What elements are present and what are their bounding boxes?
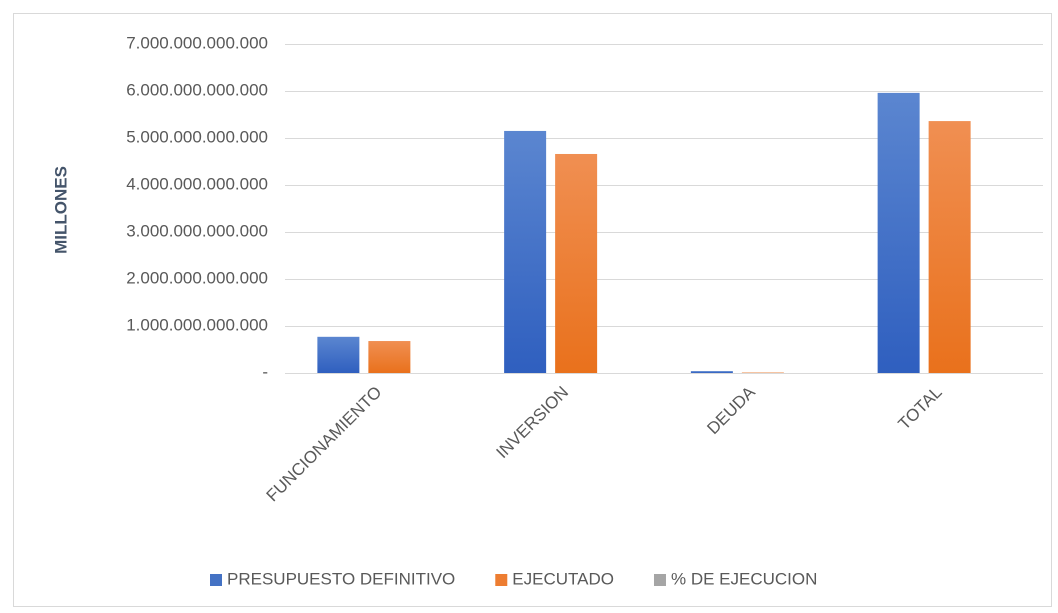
y-tick-label: 4.000.000.000.000 [126,174,268,193]
bar [690,371,733,373]
y-tick-label: 1.000.000.000.000 [126,315,268,334]
legend-label: PRESUPUESTO DEFINITIVO [227,569,455,588]
y-axis-title: MILLONES [51,166,70,254]
bar [928,121,971,373]
y-tick-label: 3.000.000.000.000 [126,221,268,240]
y-tick-label: 6.000.000.000.000 [126,80,268,99]
bar [504,130,547,373]
legend: PRESUPUESTO DEFINITIVO EJECUTADO % DE EJEC… [210,569,817,588]
y-tick-label: 5.000.000.000.000 [126,127,268,146]
legend-label: EJECUTADO [512,569,614,588]
bar [555,153,598,373]
y-tick-label: - [262,362,268,381]
y-tick-label: 7.000.000.000.000 [126,33,268,52]
legend-swatch [495,574,508,586]
legend-label: % DE EJECUCION [671,569,817,588]
bar [877,92,920,373]
bar [368,341,411,373]
bar [317,336,360,373]
legend-swatch [210,574,222,586]
legend-swatch [653,574,666,586]
y-tick-label: 2.000.000.000.000 [126,268,268,287]
